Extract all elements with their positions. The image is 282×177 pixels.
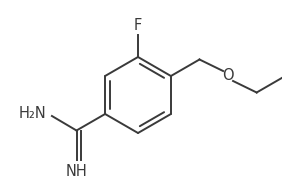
Text: H₂N: H₂N xyxy=(18,105,46,121)
Text: O: O xyxy=(222,68,234,84)
Text: NH: NH xyxy=(66,164,87,177)
Text: F: F xyxy=(134,18,142,33)
